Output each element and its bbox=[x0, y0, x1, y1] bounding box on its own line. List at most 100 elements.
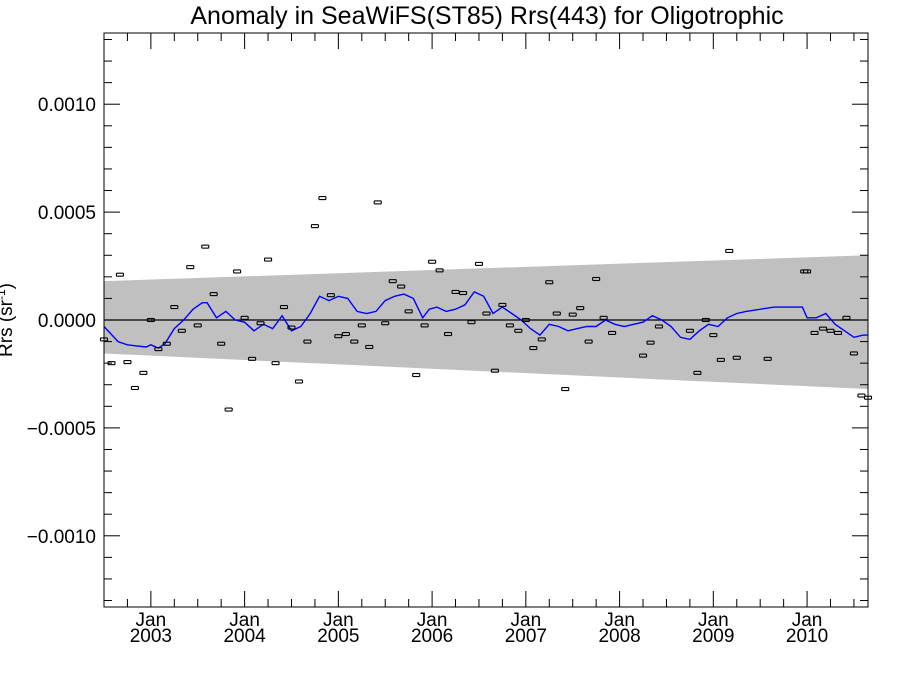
plot-area: 0.00100.00050.0000−0.0005−0.0010Jan2003J… bbox=[27, 32, 873, 647]
data-point bbox=[514, 328, 523, 333]
y-tick-label: 0.0010 bbox=[38, 95, 96, 116]
data-point bbox=[217, 341, 226, 346]
data-point bbox=[357, 323, 366, 328]
data-point bbox=[505, 323, 514, 328]
data-point bbox=[201, 244, 210, 249]
y-axis-title-sup: -1 bbox=[0, 289, 8, 300]
data-point bbox=[381, 321, 390, 326]
data-point bbox=[115, 272, 124, 277]
data-point bbox=[139, 370, 148, 375]
x-tick-label-year: 2003 bbox=[130, 626, 172, 647]
chart-title: Anomaly in SeaWiFS(ST85) Rrs(443) for Ol… bbox=[190, 2, 783, 30]
y-tick-label: 0.0000 bbox=[38, 311, 96, 332]
x-tick-label-month: Jan bbox=[604, 610, 635, 631]
data-point bbox=[709, 333, 718, 338]
data-point bbox=[294, 379, 304, 384]
data-point bbox=[263, 257, 273, 262]
data-point bbox=[193, 323, 202, 328]
x-tick-label-month: Jan bbox=[792, 610, 823, 631]
data-point bbox=[154, 347, 163, 352]
y-tick-label: 0.0005 bbox=[38, 203, 96, 224]
data-point bbox=[123, 360, 132, 365]
data-point bbox=[537, 337, 546, 342]
y-axis-title-main: Rrs (sr bbox=[0, 299, 17, 357]
data-point bbox=[397, 284, 406, 289]
data-point bbox=[412, 372, 421, 378]
data-point bbox=[443, 331, 453, 337]
data-point bbox=[482, 311, 491, 316]
data-point bbox=[803, 269, 812, 274]
data-point bbox=[725, 248, 734, 253]
data-point bbox=[576, 306, 585, 311]
y-axis-title-close: ) bbox=[0, 283, 17, 289]
data-point bbox=[341, 331, 350, 337]
y-axis-title: Rrs (sr-1) bbox=[0, 283, 17, 357]
data-point bbox=[490, 368, 499, 373]
data-point bbox=[458, 290, 468, 296]
data-point bbox=[365, 344, 374, 350]
data-point bbox=[561, 387, 570, 392]
data-point bbox=[209, 292, 218, 297]
data-point bbox=[388, 279, 397, 284]
x-tick-label-year: 2006 bbox=[411, 626, 453, 647]
data-point bbox=[810, 330, 819, 335]
data-point bbox=[170, 305, 179, 310]
data-point bbox=[326, 293, 335, 298]
data-point bbox=[833, 330, 843, 335]
uncertainty-band bbox=[104, 255, 868, 390]
data-point bbox=[240, 315, 249, 320]
data-point bbox=[318, 196, 327, 201]
data-point bbox=[763, 356, 772, 361]
data-point bbox=[271, 361, 280, 366]
data-point bbox=[842, 315, 851, 320]
series-line-mean bbox=[103, 291, 868, 349]
data-point bbox=[310, 224, 319, 229]
x-tick-label-month: Jan bbox=[229, 610, 260, 631]
data-point bbox=[646, 340, 655, 345]
data-point bbox=[130, 385, 139, 391]
data-point bbox=[592, 276, 601, 282]
data-point bbox=[693, 370, 702, 375]
data-point bbox=[654, 324, 664, 329]
data-point bbox=[701, 317, 710, 323]
x-tick-label-year: 2008 bbox=[598, 626, 640, 647]
data-point bbox=[373, 200, 382, 205]
x-tick-label-month: Jan bbox=[136, 610, 167, 631]
data-point bbox=[529, 346, 538, 351]
x-tick-label-year: 2007 bbox=[505, 626, 547, 647]
y-tick-label: −0.0010 bbox=[27, 527, 96, 548]
x-tick-label-month: Jan bbox=[698, 610, 729, 631]
data-point bbox=[599, 315, 608, 320]
data-point bbox=[638, 353, 648, 358]
data-point bbox=[233, 269, 242, 274]
data-point bbox=[685, 328, 694, 333]
data-point bbox=[404, 309, 413, 314]
data-point bbox=[146, 317, 155, 323]
x-tick-label-month: Jan bbox=[417, 610, 448, 631]
data-point bbox=[732, 355, 741, 360]
data-point bbox=[521, 317, 530, 323]
data-point bbox=[224, 407, 233, 412]
data-point bbox=[568, 312, 577, 317]
x-tick-label-month: Jan bbox=[511, 610, 542, 631]
x-tick-label-month: Jan bbox=[323, 610, 354, 631]
data-point bbox=[350, 339, 359, 344]
data-point bbox=[545, 280, 554, 285]
data-point bbox=[334, 334, 343, 339]
data-point bbox=[716, 357, 725, 362]
y-tick-label: −0.0005 bbox=[27, 419, 96, 440]
data-point bbox=[248, 356, 257, 361]
data-point bbox=[467, 320, 476, 325]
data-point bbox=[849, 351, 858, 356]
x-tick-label-year: 2010 bbox=[786, 626, 828, 647]
data-point bbox=[584, 339, 593, 344]
data-point bbox=[177, 328, 186, 333]
x-tick-label-year: 2005 bbox=[317, 626, 359, 647]
data-point bbox=[608, 330, 617, 335]
data-point bbox=[287, 325, 296, 330]
data-point bbox=[256, 321, 265, 326]
data-point bbox=[857, 393, 866, 398]
data-point bbox=[498, 302, 507, 307]
data-point bbox=[420, 323, 429, 328]
